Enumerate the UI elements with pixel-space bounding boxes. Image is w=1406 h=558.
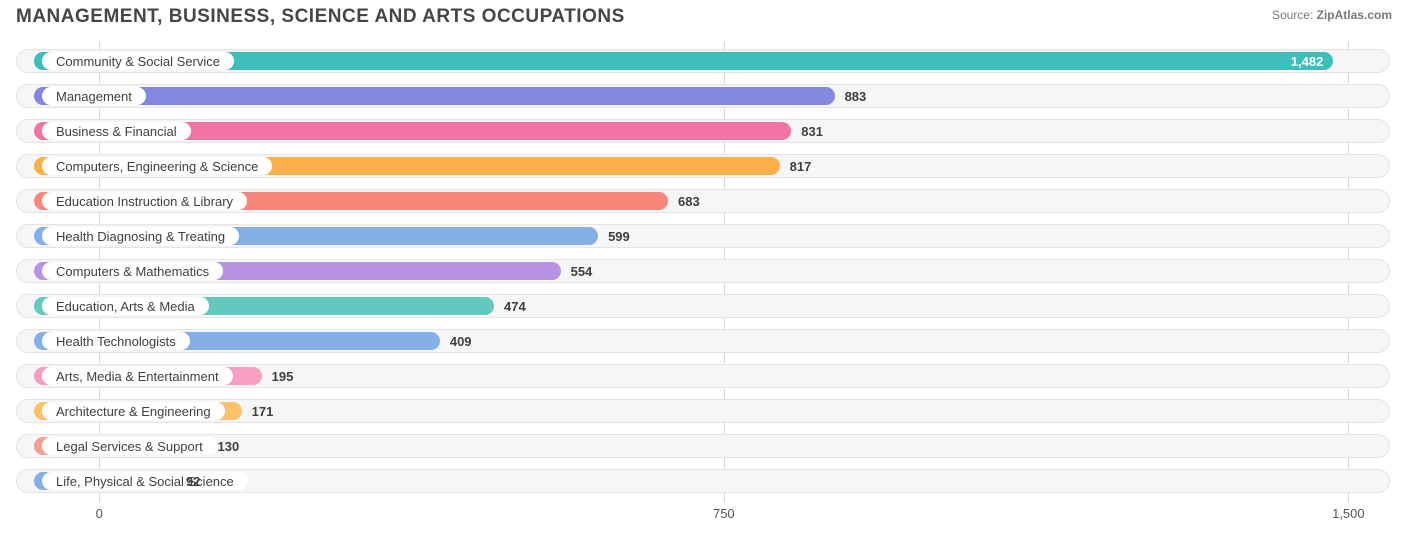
source-site: ZipAtlas.com	[1317, 8, 1392, 22]
bar-value: 92	[186, 472, 200, 490]
bar-row: Architecture & Engineering 171	[16, 396, 1390, 426]
plot-region: Community & Social Service 1,482 Managemen…	[16, 42, 1390, 502]
bar-label: Computers & Mathematics	[42, 262, 223, 280]
bar-row: Computers & Mathematics 554	[16, 256, 1390, 286]
bar-row: Education Instruction & Library 683	[16, 186, 1390, 216]
bar-label: Computers, Engineering & Science	[42, 157, 272, 175]
bar-row: Education, Arts & Media 474	[16, 291, 1390, 321]
bar-label: Health Technologists	[42, 332, 190, 350]
bar-label: Life, Physical & Social Science	[42, 472, 248, 490]
bar-label: Education, Arts & Media	[42, 297, 209, 315]
bar-label: Health Diagnosing & Treating	[42, 227, 239, 245]
bar-row: Community & Social Service 1,482	[16, 46, 1390, 76]
x-axis: 0 750 1,500	[16, 502, 1390, 526]
bar-label: Architecture & Engineering	[42, 402, 225, 420]
tick-label: 0	[96, 506, 103, 521]
bar-value: 599	[608, 227, 630, 245]
bars: Community & Social Service 1,482 Managemen…	[16, 42, 1390, 496]
bar-value: 171	[252, 402, 274, 420]
bar-row: Computers, Engineering & Science 817	[16, 151, 1390, 181]
bar-label: Education Instruction & Library	[42, 192, 247, 210]
tick-label: 1,500	[1332, 506, 1365, 521]
bar-row: Arts, Media & Entertainment 195	[16, 361, 1390, 391]
bar-label: Business & Financial	[42, 122, 191, 140]
chart-title: MANAGEMENT, BUSINESS, SCIENCE AND ARTS O…	[10, 6, 1396, 28]
bar-value: 683	[678, 192, 700, 210]
chart-area: Community & Social Service 1,482 Managemen…	[16, 42, 1390, 528]
tick-label: 750	[713, 506, 735, 521]
bar-row: Legal Services & Support130	[16, 431, 1390, 461]
bar-value: 1,482	[1291, 52, 1324, 70]
bar-label: Management	[42, 87, 146, 105]
bar-value: 409	[450, 332, 472, 350]
bar-row: Management 883	[16, 81, 1390, 111]
bar-value: 195	[272, 367, 294, 385]
bar-value: 883	[845, 87, 867, 105]
bar-label: Legal Services & Support	[42, 437, 217, 455]
bar-fill	[34, 87, 835, 105]
bar-row: Health Diagnosing & Treating 599	[16, 221, 1390, 251]
source-label: Source:	[1272, 8, 1313, 22]
bar-label: Arts, Media & Entertainment	[42, 367, 233, 385]
bar-row: Health Technologists 409	[16, 326, 1390, 356]
bar-row: Life, Physical & Social Science92	[16, 466, 1390, 496]
chart-container: MANAGEMENT, BUSINESS, SCIENCE AND ARTS O…	[0, 0, 1406, 558]
bar-value: 831	[801, 122, 823, 140]
bar-value: 817	[790, 157, 812, 175]
bar-value: 554	[571, 262, 593, 280]
bar-value: 474	[504, 297, 526, 315]
bar-row: Business & Financial 831	[16, 116, 1390, 146]
bar-value: 130	[218, 437, 240, 455]
bar-label: Community & Social Service	[42, 52, 234, 70]
source-attribution: Source: ZipAtlas.com	[1272, 8, 1392, 22]
